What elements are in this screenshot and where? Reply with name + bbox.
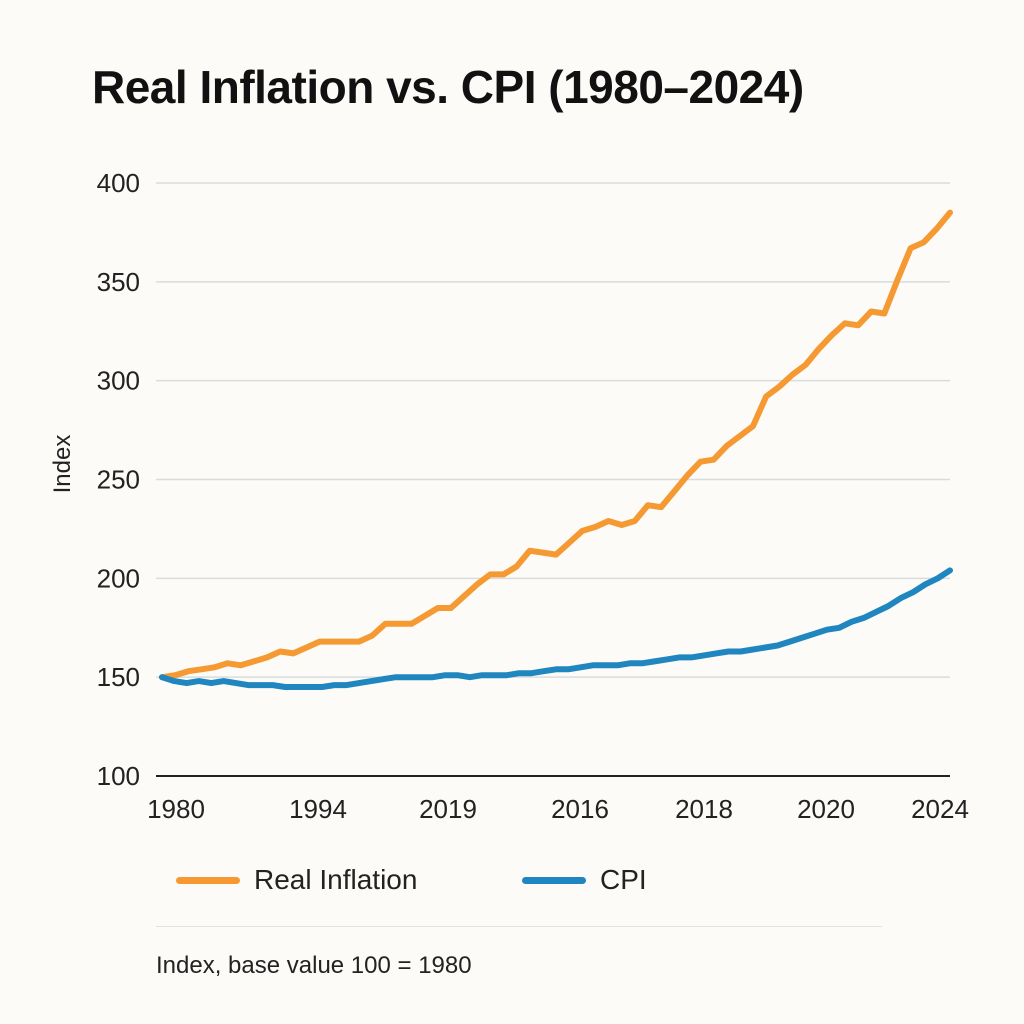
legend-label-real-inflation: Real Inflation (254, 864, 418, 895)
line-chart: 100 150 200 250 300 350 400 1980 1994 2019 2016 20… (49, 168, 969, 824)
y-tick-250: 250 (97, 465, 140, 495)
y-axis-label: Index (49, 435, 76, 494)
y-tick-400: 400 (97, 168, 140, 198)
x-tick-1980-0: 1980 (147, 794, 205, 824)
legend-swatch-real-inflation (176, 876, 240, 884)
y-tick-200: 200 (97, 563, 140, 593)
footnote: Index, base value 100 = 1980 (156, 952, 472, 979)
x-axis-ticks: 1980 1994 2019 2016 2018 2020 2024 (147, 794, 969, 824)
x-tick-2016-3: 2016 (551, 794, 609, 824)
x-tick-2020-5: 2020 (797, 794, 855, 824)
x-tick-2024-6: 2024 (911, 794, 969, 824)
series-line-cpi (159, 567, 953, 690)
y-tick-300: 300 (97, 366, 140, 396)
gridlines (156, 182, 950, 678)
y-axis-ticks: 100 150 200 250 300 350 400 (97, 168, 140, 791)
y-tick-350: 350 (97, 267, 140, 297)
legend-item-cpi: CPI (522, 864, 647, 896)
x-tick-2018-4: 2018 (675, 794, 733, 824)
y-tick-150: 150 (97, 662, 140, 692)
chart-title: Real Inflation vs. CPI (1980–2024) (92, 61, 804, 113)
x-tick-2019-2: 2019 (419, 794, 477, 824)
legend-label-cpi: CPI (600, 864, 647, 895)
y-tick-100: 100 (97, 761, 140, 791)
series-lines (159, 209, 953, 690)
x-tick-1994-1: 1994 (289, 794, 347, 824)
legend-item-real-inflation: Real Inflation (176, 864, 417, 896)
series-line-real-inflation (159, 209, 953, 681)
legend-swatch-cpi (522, 876, 586, 884)
divider (156, 926, 882, 927)
